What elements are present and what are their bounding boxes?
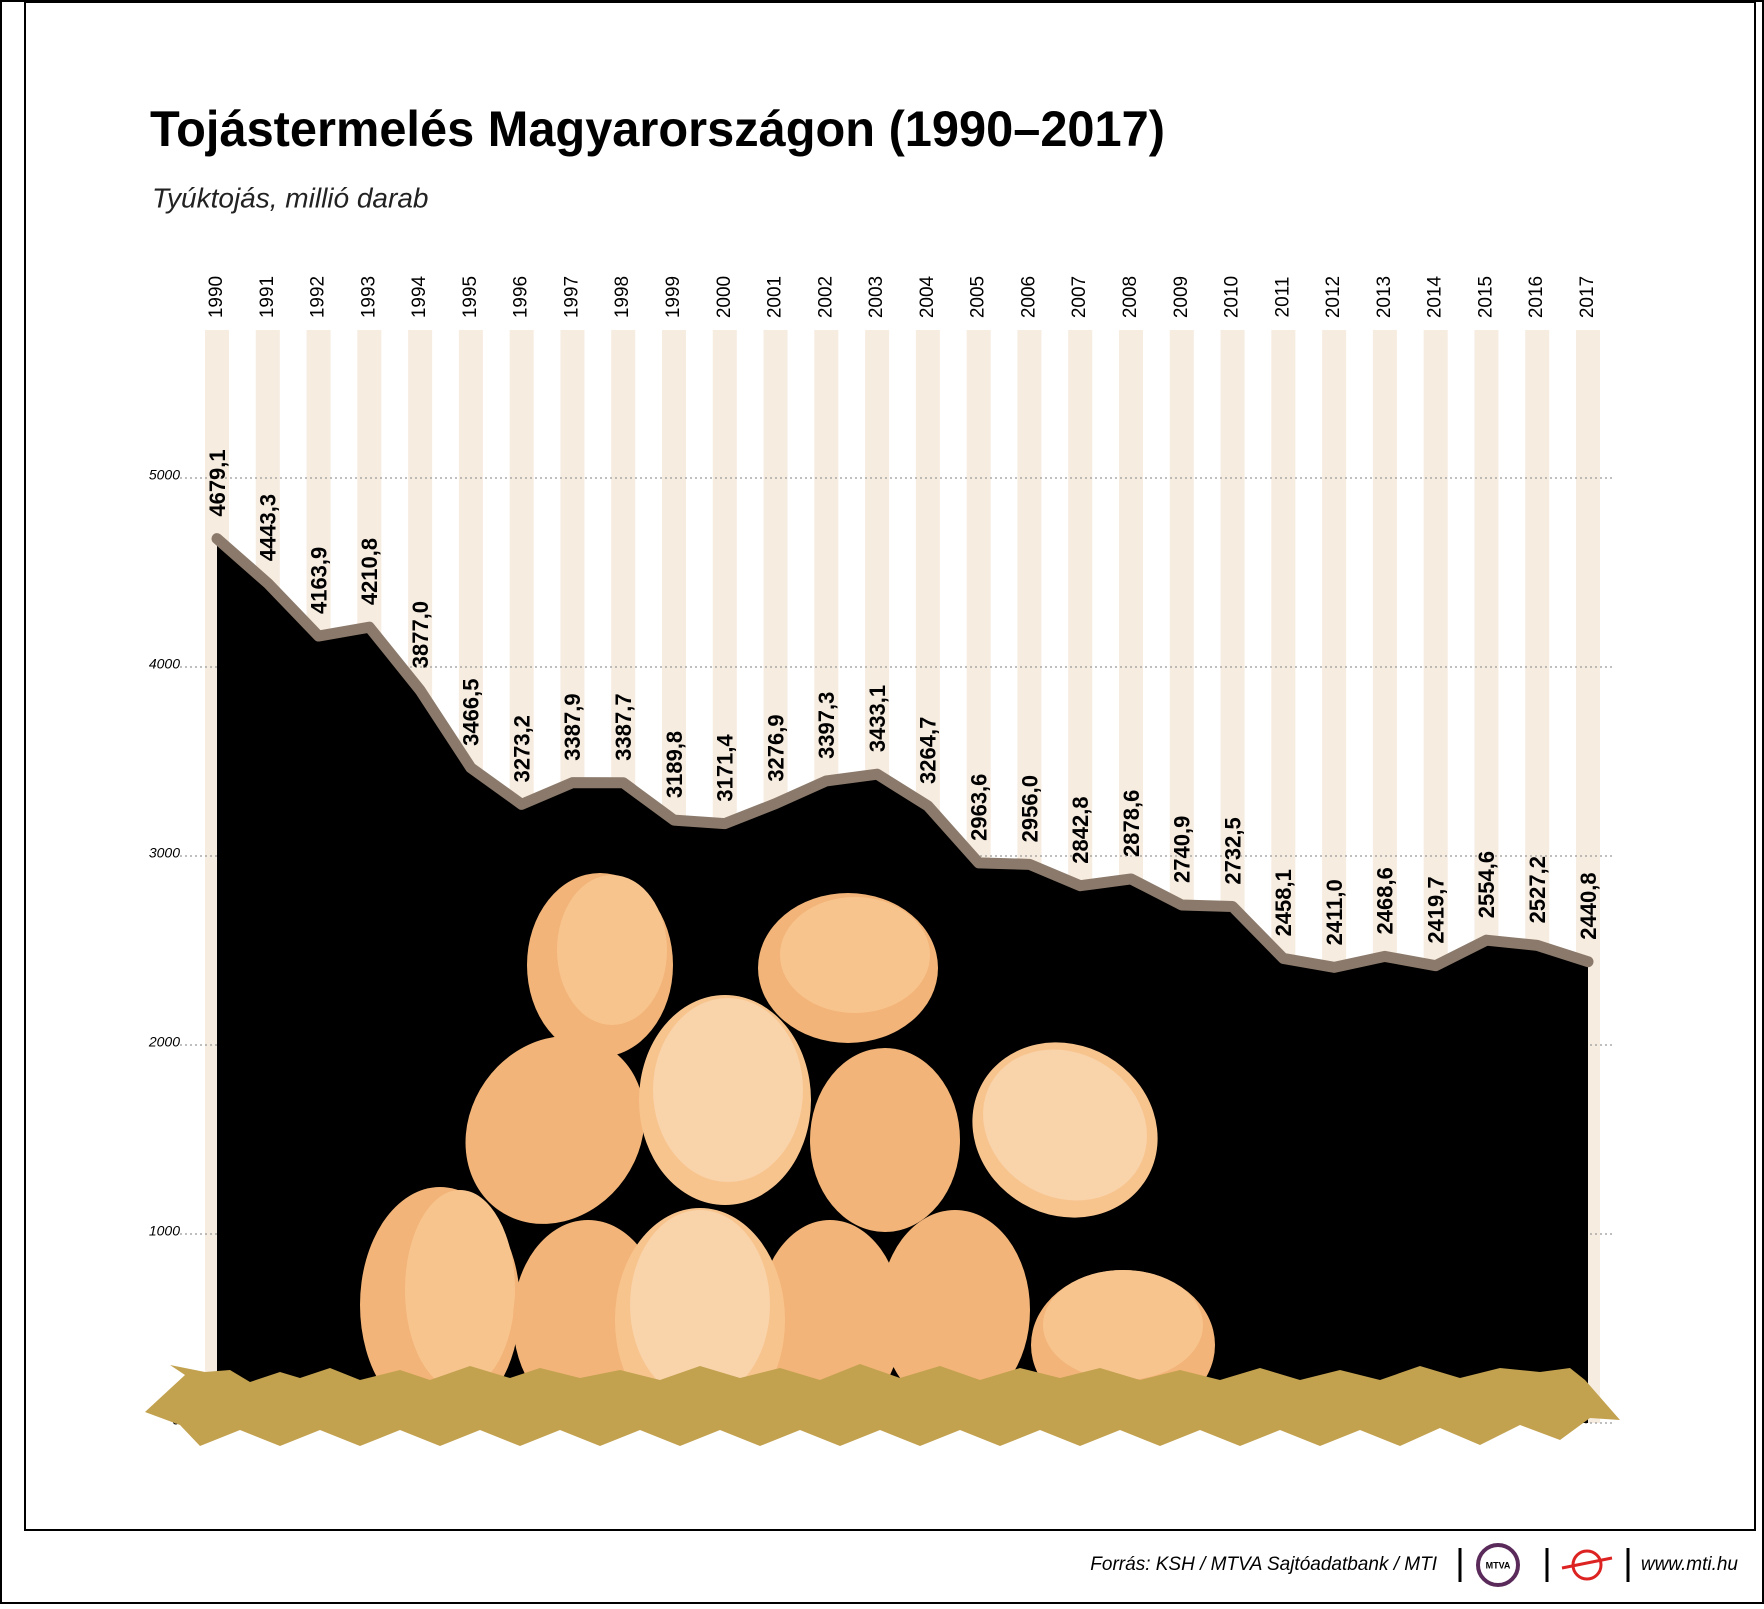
x-tick-label: 2000 (714, 276, 735, 318)
x-tick-label: 2007 (1069, 276, 1090, 318)
value-label: 2963,6 (966, 774, 991, 841)
value-label: 3189,8 (662, 731, 687, 798)
x-tick-label: 2013 (1374, 276, 1395, 318)
value-label: 3387,9 (560, 693, 585, 760)
x-tick-label: 2012 (1323, 276, 1344, 318)
x-tick-label: 2014 (1425, 275, 1446, 318)
value-label: 3466,5 (459, 679, 484, 746)
x-tick-label: 1999 (663, 276, 684, 318)
y-tick-label: 3000 (149, 845, 180, 861)
line (211, 533, 1594, 973)
x-tick-label: 2017 (1577, 276, 1598, 318)
x-tick-label: 1991 (257, 276, 278, 318)
footer: Forrás: KSH / MTVA Sajtóadatbank / MTI M… (1090, 1543, 1739, 1587)
x-tick-label: 2004 (917, 275, 938, 318)
x-tick-label: 2002 (815, 276, 836, 318)
value-label: 2732,5 (1220, 817, 1245, 884)
value-label: 2740,9 (1170, 816, 1195, 883)
chart-subtitle: Tyúktojás, millió darab (152, 182, 428, 213)
x-tick-label: 1993 (358, 276, 379, 318)
x-tick-label: 1998 (612, 276, 633, 318)
x-tick-label: 1995 (460, 276, 481, 318)
x-tick-label: 1997 (561, 276, 582, 318)
x-tick-label: 1996 (511, 276, 532, 318)
mti-logo-line (1561, 1556, 1613, 1570)
logo-circle (1476, 1543, 1520, 1587)
value-label: 3433,1 (865, 685, 890, 752)
value-label: 3273,2 (509, 715, 534, 782)
chart-title: Tojástermelés Magyarországon (1990–2017) (150, 101, 1165, 157)
x-tick-label: 2001 (765, 276, 786, 318)
x-tick-label: 1992 (308, 276, 329, 318)
y-tick-label: 5000 (149, 467, 180, 483)
logo: MTVA (1486, 1560, 1511, 1570)
value-label: 3171,4 (713, 734, 738, 802)
x-tick-label: 2011 (1272, 277, 1293, 318)
url: www.mti.hu (1641, 1554, 1739, 1575)
value-label: 3264,7 (916, 717, 941, 784)
value-label: 3276,9 (763, 714, 788, 781)
value-label: 4163,9 (306, 547, 331, 614)
x-tick-label: 2006 (1018, 276, 1039, 318)
value-label: 4679,1 (205, 449, 230, 516)
value-label: 2956,0 (1017, 775, 1042, 842)
source: Forrás: KSH / MTVA Sajtóadatbank / MTI (1090, 1554, 1437, 1575)
value-label: 3397,3 (814, 692, 839, 759)
x-tick-label: 1994 (409, 275, 430, 318)
value-label: 2411,0 (1322, 879, 1347, 945)
value-label: 3387,7 (611, 693, 636, 760)
value-label: 2527,2 (1525, 856, 1550, 923)
value-label: 2458,1 (1271, 869, 1296, 936)
eggs-illustration (360, 873, 1215, 1432)
x-tick-label: 2005 (968, 276, 989, 318)
value-label: 4210,8 (357, 538, 382, 605)
x-tick-label: 2003 (866, 276, 887, 318)
x-tick-label: 2008 (1120, 276, 1141, 318)
straw (145, 1364, 1620, 1446)
x-tick-label: 2010 (1222, 276, 1243, 318)
value-label: 4443,3 (256, 494, 281, 561)
x-tick-label: 2016 (1526, 276, 1547, 318)
x-tick-label: 1990 (206, 276, 227, 318)
y-tick-label: 1000 (149, 1223, 180, 1239)
value-label: 2878,6 (1119, 790, 1144, 857)
value-label: 2554,6 (1474, 851, 1499, 918)
x-tick-label: 2015 (1475, 276, 1496, 318)
value-label: 3877,0 (408, 601, 433, 668)
y-tick-label: 2000 (148, 1034, 180, 1050)
value-label: 2440,8 (1576, 872, 1601, 939)
x-tick-label: 2009 (1171, 276, 1192, 318)
value-label: 2842,8 (1068, 796, 1093, 863)
value-label: 2468,6 (1373, 867, 1398, 934)
value-label: 2419,7 (1423, 876, 1448, 943)
y-tick-label: 4000 (149, 656, 180, 672)
